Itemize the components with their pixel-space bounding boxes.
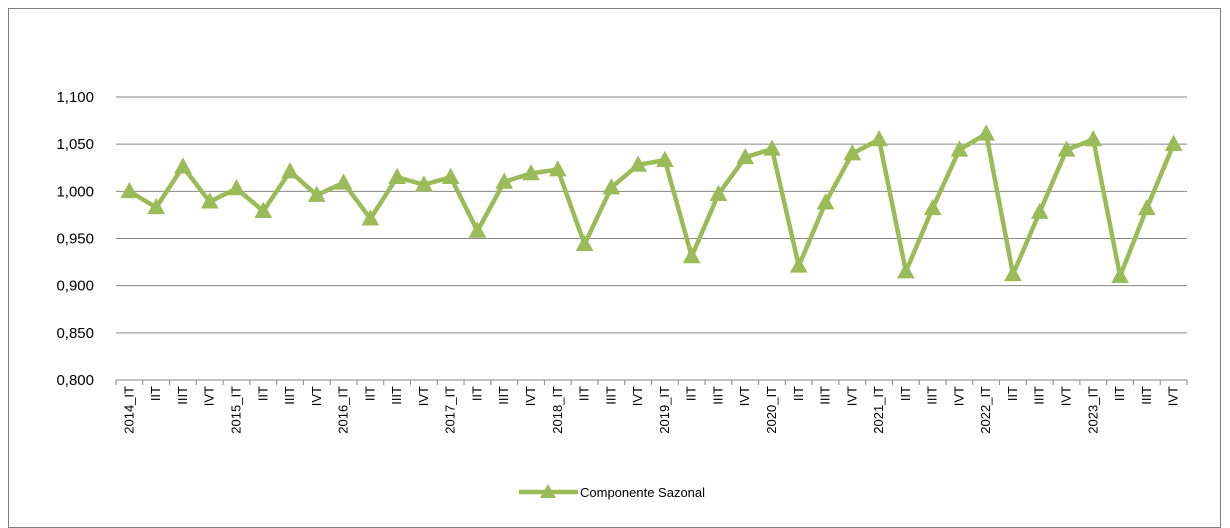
y-tick-label: 0,800 — [56, 372, 94, 389]
data-point-marker — [468, 221, 487, 238]
data-point-marker — [736, 147, 755, 165]
y-tick-label: 0,950 — [56, 231, 94, 248]
gridlines — [116, 96, 1187, 381]
x-tick-label: 2023_IT — [1085, 386, 1100, 434]
legend-label: Componente Sazonal — [580, 485, 705, 500]
x-tick-label: IIT — [255, 386, 270, 401]
data-point-marker — [522, 163, 540, 181]
data-point-marker — [361, 209, 380, 226]
x-tick-label: IIIT — [389, 386, 404, 405]
data-point-marker — [227, 179, 246, 196]
data-point-marker — [441, 167, 460, 184]
data-point-marker — [174, 157, 192, 174]
y-tick-label: 0,850 — [56, 325, 94, 342]
data-point-marker — [254, 201, 273, 218]
data-point-marker — [923, 198, 942, 216]
data-point-marker — [602, 178, 621, 195]
x-tick-label: IIT — [577, 386, 592, 401]
x-tick-label: IIIT — [1139, 386, 1154, 405]
x-tick-label: IIT — [1112, 386, 1127, 401]
x-tick-label: 2017_IT — [443, 386, 458, 434]
y-tick-label: 1,100 — [56, 89, 94, 106]
x-tick-label: 2016_IT — [336, 386, 351, 434]
data-point-marker — [629, 155, 647, 172]
y-tick-label: 1,050 — [56, 136, 94, 153]
x-tick-label: IIT — [148, 386, 163, 401]
series-layer — [120, 124, 1183, 284]
data-point-marker — [870, 130, 888, 147]
data-point-marker — [1030, 202, 1049, 219]
data-point-marker — [1111, 266, 1129, 284]
x-tick-label: IVT — [737, 386, 752, 406]
data-point-marker — [495, 172, 514, 189]
y-tick-label: 0,900 — [56, 278, 94, 295]
x-tick-label: IIIT — [175, 386, 190, 405]
data-point-marker — [789, 256, 808, 273]
data-point-marker — [1004, 264, 1022, 282]
data-point-marker — [897, 262, 915, 279]
x-tick-label: 2020_IT — [764, 386, 779, 434]
data-point-marker — [843, 144, 862, 161]
y-axis-ticks: 0,800 0,850 0,900 0,950 1,000 1,050 1,100 — [56, 89, 94, 389]
x-tick-label: IVT — [630, 386, 645, 406]
x-tick-label: IIT — [791, 386, 806, 401]
x-tick-label: 2019_IT — [657, 386, 672, 434]
data-point-marker — [281, 162, 299, 179]
x-tick-label: IIIT — [282, 386, 297, 405]
x-tick-label: IIIT — [710, 386, 725, 405]
data-point-marker — [1164, 134, 1183, 151]
x-tick-label: IIIT — [1032, 386, 1047, 405]
legend: Componente Sazonal — [519, 484, 705, 500]
line-chart: 0,800 0,850 0,900 0,950 1,000 1,050 1,100 2014… — [56, 89, 1188, 500]
data-point-marker — [816, 193, 835, 210]
data-point-marker — [763, 139, 781, 156]
data-point-marker — [950, 140, 969, 157]
legend-marker-swatch — [540, 484, 556, 498]
data-point-marker — [307, 185, 326, 202]
x-tick-label: IVT — [951, 386, 966, 406]
series-line — [128, 131, 1176, 279]
chart-frame — [8, 8, 1221, 528]
data-point-marker — [334, 173, 353, 190]
x-tick-label: 2022_IT — [978, 386, 993, 434]
data-point-marker — [147, 197, 166, 215]
x-tick-label: IIT — [469, 386, 484, 401]
data-point-marker — [1057, 140, 1076, 157]
x-tick-label: IIIT — [925, 386, 940, 405]
x-tick-label: 2018_IT — [550, 386, 565, 434]
x-tick-label: IIT — [1005, 386, 1020, 401]
x-tick-label: IVT — [309, 386, 324, 406]
y-tick-label: 1,000 — [56, 183, 94, 200]
data-point-marker — [656, 150, 674, 168]
data-point-marker — [388, 167, 406, 184]
x-tick-label: 2015_IT — [228, 386, 243, 434]
x-axis-ticks: 2014_IT IIT IIIT IVT 2015_IT IIT IIIT IVT 2016_I… — [115, 380, 1188, 434]
x-tick-label: IVT — [202, 386, 217, 406]
x-tick-label: 2021_IT — [871, 386, 886, 434]
data-point-marker — [120, 181, 139, 199]
data-point-marker — [415, 175, 433, 192]
data-point-marker — [1084, 130, 1103, 147]
x-tick-label: IIIT — [496, 386, 511, 405]
data-point-marker — [977, 124, 996, 141]
data-point-marker — [548, 160, 567, 177]
x-tick-label: IVT — [416, 386, 431, 406]
data-point-marker — [709, 184, 728, 201]
x-tick-label: IIT — [898, 386, 913, 401]
data-point-marker — [682, 246, 701, 264]
x-tick-label: IVT — [844, 386, 859, 406]
x-tick-label: 2014_IT — [121, 386, 136, 434]
x-tick-label: IIT — [362, 386, 377, 401]
data-point-marker — [575, 234, 594, 251]
x-tick-label: IVT — [1059, 386, 1074, 406]
data-point-marker — [1137, 198, 1156, 216]
x-tick-label: IVT — [1166, 386, 1181, 406]
x-tick-label: IIIT — [818, 386, 833, 405]
x-tick-label: IVT — [523, 386, 538, 406]
x-tick-label: IIT — [684, 386, 699, 401]
x-tick-label: IIIT — [603, 386, 618, 405]
data-point-marker — [200, 192, 219, 209]
